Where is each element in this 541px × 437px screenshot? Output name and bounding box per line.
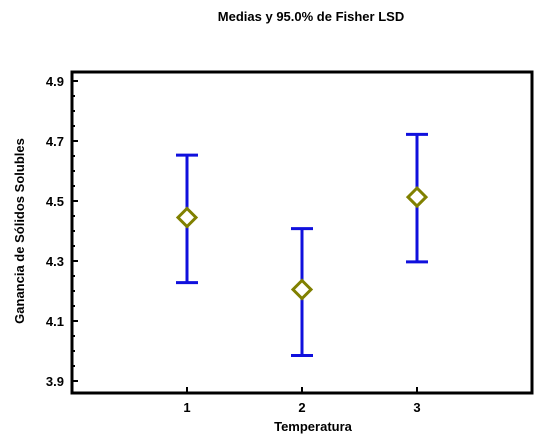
mean-marker <box>175 206 199 229</box>
y-tick-label: 4.1 <box>46 314 64 329</box>
plot-marks <box>175 132 429 357</box>
x-axis-label: Temperatura <box>274 419 353 434</box>
y-tick-label: 4.7 <box>46 134 64 149</box>
y-axis-label: Ganancia de Sólidos Solubles <box>12 138 27 324</box>
y-tick-label: 4.5 <box>46 194 64 209</box>
y-axis: 3.9 4.1 4.3 4.5 4.7 4.9 <box>46 74 78 389</box>
x-tick-label: 1 <box>183 400 190 415</box>
x-axis: 1 2 3 <box>183 387 421 415</box>
y-tick-label: 4.9 <box>46 74 64 89</box>
y-tick-label: 3.9 <box>46 374 64 389</box>
chart-title: Medias y 95.0% de Fisher LSD <box>218 9 404 24</box>
y-tick-label: 4.3 <box>46 254 64 269</box>
mean-marker <box>290 278 314 301</box>
mean-marker <box>405 185 429 209</box>
x-tick-label: 3 <box>413 400 420 415</box>
x-tick-label: 2 <box>298 400 305 415</box>
